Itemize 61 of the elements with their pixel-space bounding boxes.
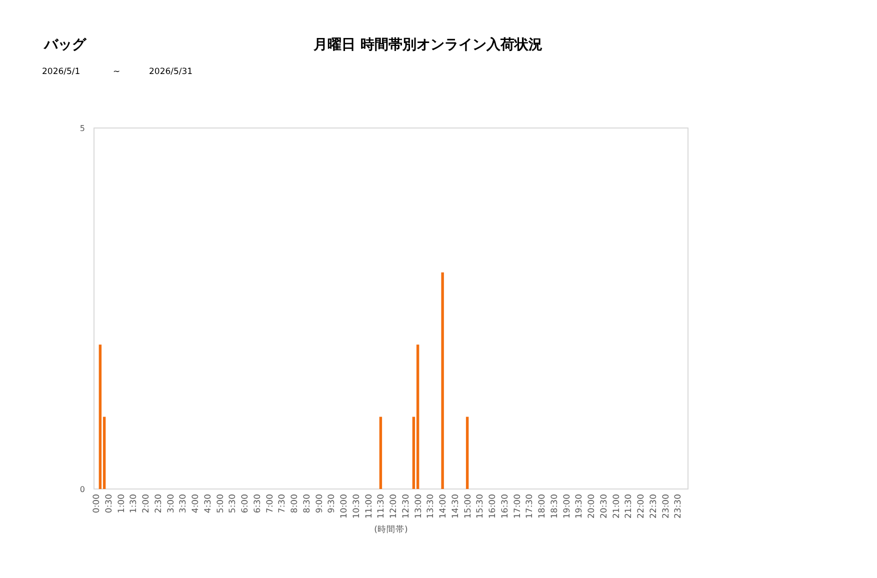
- x-tick-label: 14:30: [450, 494, 461, 518]
- x-tick-label: 17:30: [525, 494, 536, 518]
- x-tick-label: 7:00: [265, 494, 276, 514]
- x-tick-label: 10:30: [352, 494, 362, 518]
- x-tick-label: 9:00: [314, 494, 325, 514]
- x-tick-label: 15:00: [463, 494, 474, 518]
- bar: [379, 416, 382, 489]
- x-tick-label: 5:30: [228, 494, 238, 514]
- x-tick-label: 20:30: [599, 494, 610, 518]
- x-tick-label: 19:00: [562, 494, 572, 518]
- x-tick-label: 17:00: [512, 494, 523, 518]
- x-tick-label: 22:00: [636, 494, 647, 518]
- x-tick-label: 13:00: [414, 494, 424, 518]
- x-tick-label: 9:30: [327, 494, 338, 514]
- x-tick-label: 23:30: [674, 494, 684, 518]
- x-tick-label: 8:00: [290, 494, 300, 514]
- x-tick-label: 3:30: [178, 494, 189, 514]
- x-tick-label: 22:30: [648, 494, 659, 518]
- x-tick-label: 0:30: [104, 494, 114, 514]
- x-tick-label: 8:30: [302, 494, 312, 514]
- bar: [98, 344, 102, 489]
- x-tick-label: 12:30: [401, 494, 412, 518]
- text: ~: [113, 67, 120, 77]
- x-tick-label: 21:00: [612, 494, 622, 518]
- x-tick-label: 16:30: [500, 494, 510, 518]
- x-tick-label: 18:30: [550, 494, 560, 518]
- x-tick-label: 11:00: [364, 494, 374, 518]
- x-tick-label: 6:00: [240, 494, 251, 514]
- text: 2026/5/1: [42, 67, 80, 77]
- x-tick-label: 13:30: [426, 494, 436, 518]
- x-tick-label: 19:30: [574, 494, 585, 518]
- x-tick-label: 12:00: [389, 494, 400, 518]
- x-tick-label: 6:30: [252, 494, 263, 514]
- y-tick-label: 5: [80, 124, 85, 133]
- x-tick-label: 2:30: [154, 494, 164, 514]
- x-tick-label: 4:00: [191, 494, 202, 514]
- chart-subtitle: バッグ: [43, 37, 87, 53]
- x-tick-label: 20:00: [587, 494, 598, 518]
- x-tick-label: 15:30: [476, 494, 486, 518]
- text: 2026/5/31: [149, 67, 193, 77]
- x-tick-label: 14:00: [438, 494, 449, 518]
- x-tick-label: 2:00: [142, 494, 152, 514]
- x-tick-label: 0:00: [92, 494, 102, 514]
- x-tick-label: 5:00: [216, 494, 226, 514]
- x-tick-label: 1:00: [116, 494, 127, 514]
- chart-title: 月曜日 時間帯別オンライン入荷状況: [312, 37, 542, 53]
- y-tick-label: 0: [80, 485, 85, 494]
- bar: [441, 272, 444, 489]
- x-tick-label: 4:30: [203, 494, 214, 514]
- x-tick-label: 1:30: [129, 494, 140, 514]
- bar: [466, 416, 469, 489]
- x-axis-title: (時間帯): [374, 524, 408, 535]
- x-tick-label: 23:00: [661, 494, 672, 518]
- x-tick-label: 16:00: [488, 494, 498, 518]
- x-tick-label: 21:30: [624, 494, 634, 518]
- x-tick-label: 10:00: [340, 494, 350, 518]
- x-tick-label: 11:30: [376, 494, 387, 518]
- x-tick-label: 18:00: [538, 494, 548, 518]
- x-tick-label: 7:30: [278, 494, 288, 514]
- bar: [416, 344, 420, 489]
- x-tick-label: 3:00: [166, 494, 176, 514]
